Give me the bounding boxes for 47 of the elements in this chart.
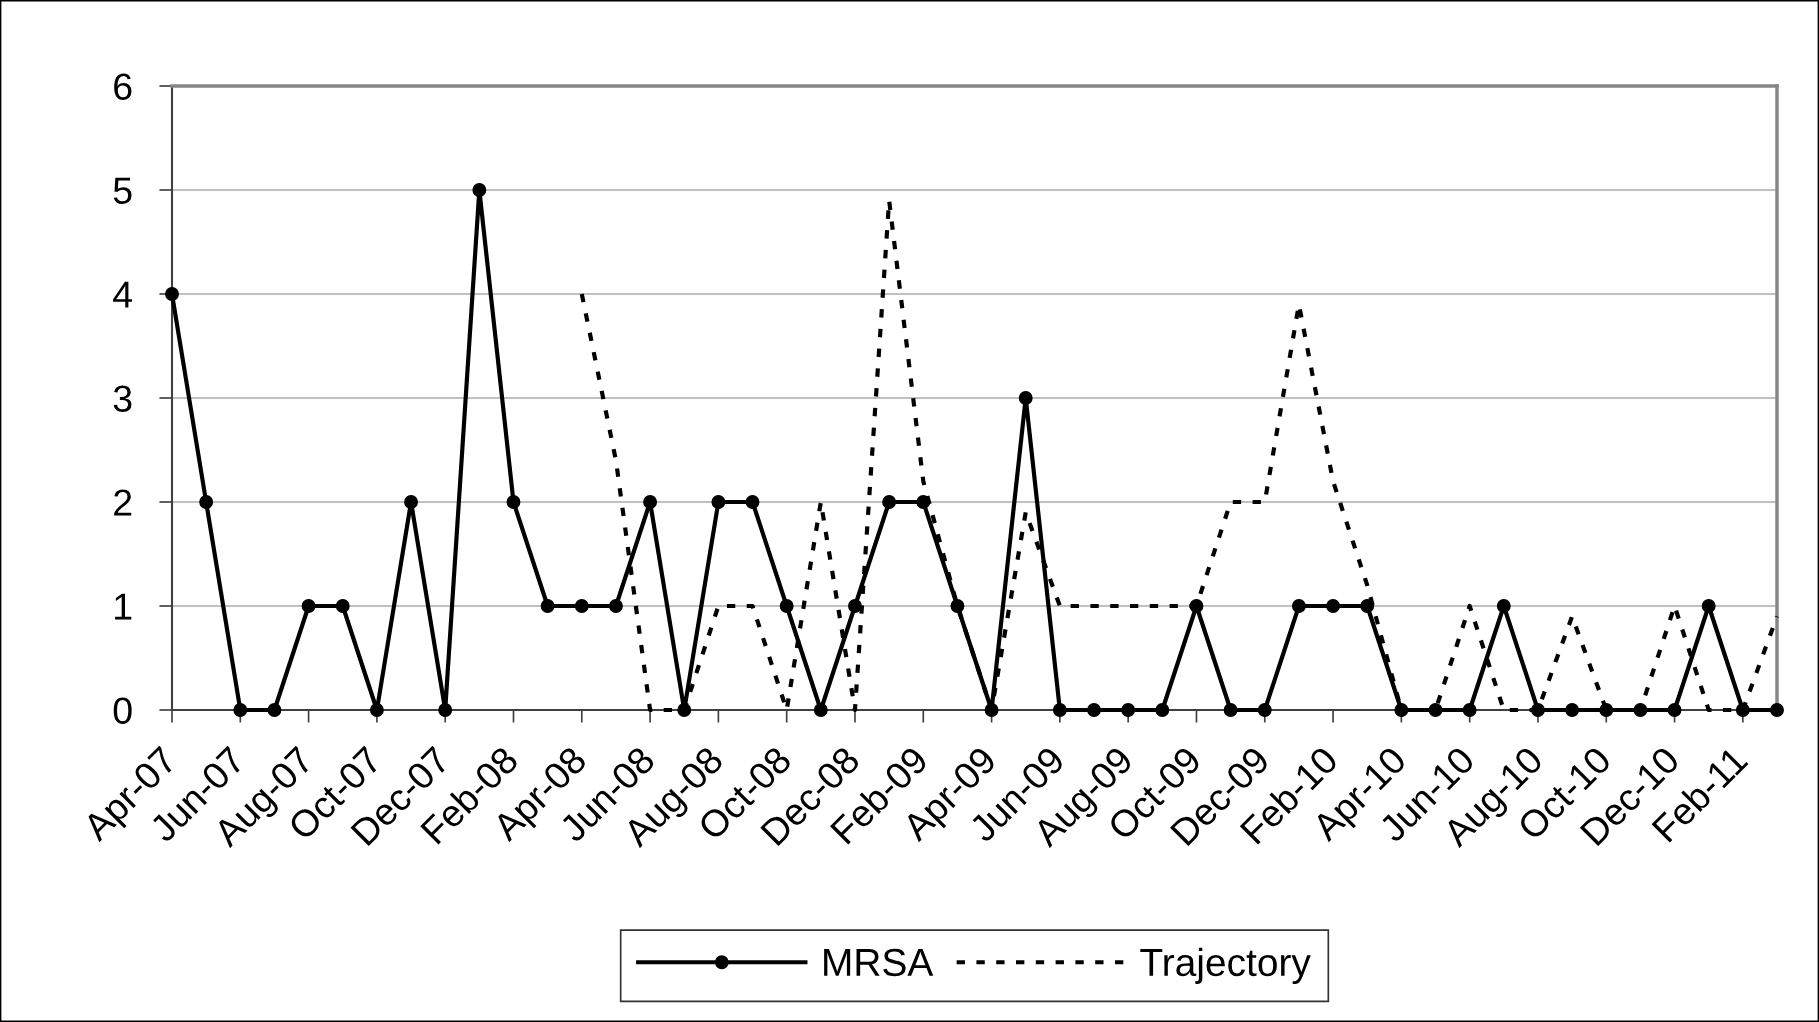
point bbox=[1770, 703, 1784, 717]
point bbox=[199, 495, 214, 509]
point bbox=[540, 599, 555, 613]
point bbox=[950, 599, 965, 613]
point bbox=[1018, 391, 1033, 405]
point bbox=[882, 495, 897, 509]
legend-label: Trajectory bbox=[1140, 947, 1311, 984]
point bbox=[1257, 703, 1272, 717]
legend-label: MRSA bbox=[824, 948, 934, 977]
point bbox=[472, 183, 487, 197]
point bbox=[813, 703, 828, 717]
point bbox=[369, 703, 384, 717]
point bbox=[1121, 703, 1136, 717]
point bbox=[165, 287, 179, 301]
point bbox=[1155, 703, 1170, 717]
point bbox=[438, 703, 453, 717]
y-tick-label: 1 bbox=[115, 593, 132, 620]
y-tick-label: 3 bbox=[113, 385, 132, 412]
point bbox=[574, 599, 589, 613]
point bbox=[1565, 703, 1580, 717]
point bbox=[643, 495, 658, 509]
point bbox=[848, 599, 862, 613]
y-tick-label: 2 bbox=[114, 489, 132, 516]
point bbox=[335, 599, 350, 613]
point bbox=[745, 495, 760, 509]
point bbox=[267, 703, 282, 717]
point bbox=[1462, 703, 1477, 717]
point bbox=[233, 703, 248, 717]
point bbox=[1428, 703, 1443, 717]
point bbox=[1087, 703, 1101, 717]
point bbox=[608, 599, 623, 613]
point bbox=[1496, 599, 1511, 613]
point bbox=[1291, 599, 1306, 613]
point bbox=[506, 495, 521, 509]
y-tick-label: 4 bbox=[113, 281, 133, 308]
point bbox=[779, 599, 794, 613]
point bbox=[1326, 599, 1341, 613]
point bbox=[711, 495, 726, 509]
y-tick-label: 6 bbox=[114, 73, 132, 100]
point bbox=[301, 599, 316, 613]
point bbox=[1223, 703, 1238, 717]
point bbox=[1701, 599, 1716, 613]
point bbox=[1667, 703, 1682, 717]
point bbox=[1052, 703, 1067, 717]
point bbox=[404, 495, 418, 509]
y-tick-label: 0 bbox=[113, 697, 132, 724]
y-tick-label: 5 bbox=[113, 177, 132, 204]
